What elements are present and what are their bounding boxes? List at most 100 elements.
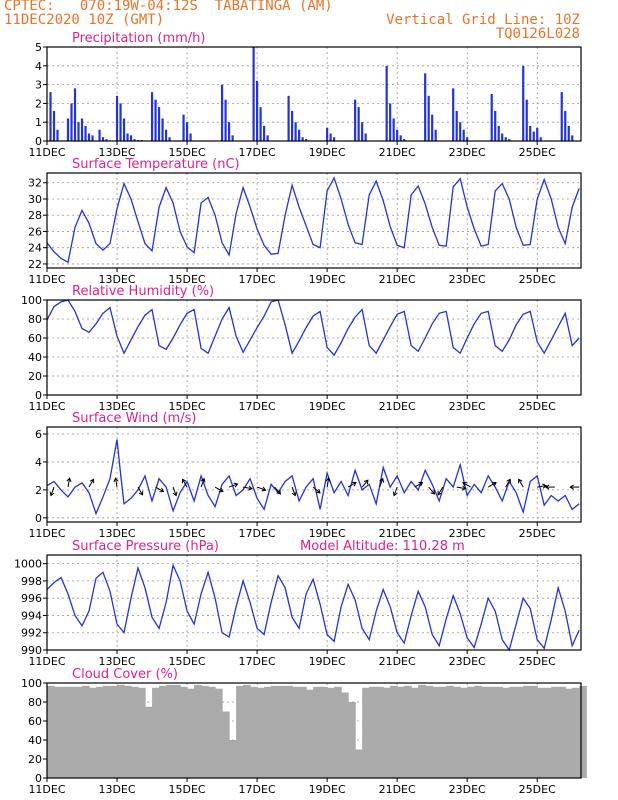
cloud-bar <box>187 688 195 778</box>
cloud-xtick-label: 21DEC <box>379 783 416 796</box>
precip-bar <box>80 118 84 141</box>
precip-bar <box>161 118 164 141</box>
wind-arrow-head <box>172 491 178 497</box>
precip-bar <box>49 92 52 141</box>
cloud-xtick-label: 25DEC <box>519 783 556 796</box>
cloud-bar <box>257 687 265 778</box>
press-ytick-label: 996 <box>21 592 42 605</box>
precip-bar <box>532 131 535 141</box>
cloud-bar <box>145 706 153 778</box>
wind-arrow <box>326 478 330 488</box>
press-xtick-label: 17DEC <box>239 655 276 668</box>
wind-arrow <box>155 486 164 493</box>
cloud-bar <box>418 684 426 778</box>
rh-title: Relative Humidity (%) <box>72 284 214 299</box>
cloud-bar <box>369 686 377 778</box>
cloud-bar <box>110 685 118 778</box>
precip-bar <box>357 107 360 141</box>
wind-arrow-head <box>542 483 548 489</box>
cloud-xtick-label: 15DEC <box>169 783 206 796</box>
wind-arrow-head <box>138 490 144 496</box>
precip-bar <box>73 88 77 141</box>
precip-bar <box>508 139 511 141</box>
wind-title: Surface Wind (m/s) <box>72 411 196 426</box>
temp-xtick-label: 19DEC <box>309 273 346 286</box>
precip-bar <box>263 125 266 141</box>
cloud-bar <box>579 685 587 778</box>
precip-bar <box>431 114 434 141</box>
press-ytick-label: 994 <box>21 609 42 622</box>
wind-xtick-label: 13DEC <box>98 527 135 540</box>
temp-xtick-label: 21DEC <box>379 273 416 286</box>
press-ytick-label: 1000 <box>14 558 42 571</box>
cloud-bar <box>180 686 188 778</box>
wind-arrow <box>414 482 423 488</box>
cloud-bar <box>54 686 62 778</box>
press-xtick-label: 21DEC <box>379 655 416 668</box>
wind-xtick-label: 17DEC <box>239 527 276 540</box>
cloud-xtick-label: 23DEC <box>449 783 486 796</box>
precip-bar <box>466 137 469 141</box>
precip-xtick-label: 21DEC <box>379 146 416 159</box>
wind-frame <box>46 426 582 523</box>
press-xtick-label: 15DEC <box>169 655 206 668</box>
precip-bar <box>129 135 133 141</box>
precip-bar <box>539 137 542 141</box>
cloud-bar <box>208 686 216 778</box>
press-annotation: Model Altitude: 110.28 m <box>300 539 465 554</box>
wind-arrow-head <box>261 486 267 492</box>
wind-arrow-head <box>461 485 467 491</box>
precip-bar <box>231 135 234 141</box>
precip-bar <box>364 133 367 141</box>
cloud-bar <box>355 749 363 778</box>
cloud-bar <box>327 687 335 778</box>
cloud-bar <box>432 686 440 778</box>
precip-bar <box>77 122 80 141</box>
wind-arrow <box>137 486 143 496</box>
wind-arrow-head <box>276 489 281 495</box>
precip-bar <box>266 135 269 141</box>
press-title: Surface Pressure (hPa) <box>72 539 219 554</box>
precip-bar <box>424 73 427 141</box>
wind-arrow-head <box>315 488 321 494</box>
cloud-ytick-label: 60 <box>28 715 42 728</box>
precip-bar <box>157 107 161 141</box>
cloud-bar <box>320 686 328 778</box>
wind-ytick-label: 6 <box>35 428 42 441</box>
precip-bar <box>122 118 126 141</box>
cloud-bar <box>390 685 398 778</box>
wind-arrow <box>291 486 296 496</box>
wind-arrow <box>256 486 266 491</box>
precip-bar <box>52 110 56 141</box>
precip-bar <box>168 137 171 141</box>
precip-bar <box>455 110 458 141</box>
wind-arrow-head <box>159 487 165 493</box>
cloud-bar <box>222 711 230 778</box>
precip-bar <box>291 110 294 141</box>
wind-xtick-label: 23DEC <box>449 527 486 540</box>
cloud-bar <box>89 687 97 778</box>
cloud-bar <box>159 685 167 778</box>
header-line2: 11DEC2020 10Z (GMT) <box>4 12 165 28</box>
wind-xtick-label: 21DEC <box>379 527 416 540</box>
temp-ytick-label: 32 <box>28 177 42 190</box>
precip-bar <box>567 125 570 141</box>
wind-arrow-head <box>325 477 331 483</box>
precip-bar <box>326 127 329 141</box>
cloud-bar <box>509 686 517 778</box>
precip-bar <box>189 133 192 141</box>
wind-xtick-label: 19DEC <box>309 527 346 540</box>
precip-xtick-label: 17DEC <box>239 146 276 159</box>
precip-bar <box>522 65 525 141</box>
cloud-bar <box>544 687 552 778</box>
rh-xtick-label: 23DEC <box>449 400 486 413</box>
precip-bar <box>385 65 388 141</box>
wind-arrow-head <box>200 477 206 483</box>
precip-xtick-label: 11DEC <box>28 146 65 159</box>
cloud-bar <box>488 686 496 778</box>
cloud-bar <box>530 685 538 778</box>
rh-xtick-label: 25DEC <box>519 400 556 413</box>
precip-xtick-label: 15DEC <box>169 146 206 159</box>
cloud-bar <box>474 685 482 778</box>
